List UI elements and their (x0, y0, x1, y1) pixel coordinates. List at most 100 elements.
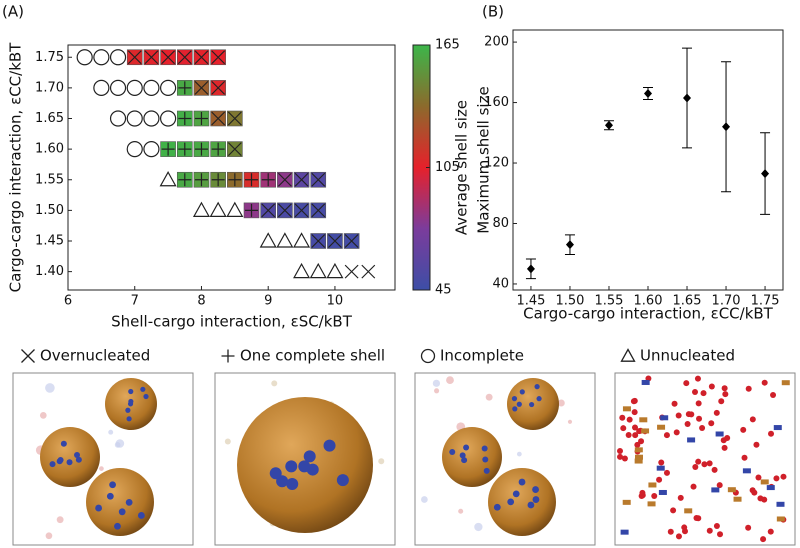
pentamer (269, 467, 282, 480)
pentamer (140, 386, 146, 392)
y-tick-label: 1.60 (35, 142, 64, 157)
marker-plus (178, 173, 192, 187)
marker-plus (194, 173, 208, 187)
free-cargo (718, 398, 725, 405)
pentamer (483, 467, 490, 474)
capsid-sphere (488, 468, 556, 536)
marker-triangle (293, 232, 311, 248)
free-subunit (458, 508, 464, 514)
marker-triangle (620, 348, 636, 362)
marker-circle (76, 49, 93, 66)
y-tick-label: 1.65 (35, 111, 64, 126)
free-subunit (45, 383, 55, 393)
marker-circle (126, 110, 143, 127)
free-cargo (753, 441, 760, 448)
free-subunit (557, 399, 565, 407)
free-subunit (657, 424, 666, 430)
pentamer (49, 461, 56, 468)
pentamer (106, 492, 114, 500)
marker-plus (194, 142, 208, 156)
marker-cross (227, 142, 242, 157)
free-cargo (700, 390, 707, 397)
pentamer (323, 439, 336, 452)
marker-cross (344, 264, 359, 279)
free-cargo (631, 409, 638, 416)
free-cargo (632, 424, 639, 431)
free-subunit (711, 487, 720, 493)
marker-triangle (192, 201, 210, 217)
pentamer (286, 478, 299, 491)
data-point (761, 169, 770, 179)
free-cargo (755, 474, 762, 481)
y-tick-label: 1.75 (35, 50, 64, 65)
x-tick-label: 7 (131, 294, 139, 309)
pentamer (57, 457, 64, 464)
marker-circle (126, 141, 143, 158)
free-subunit (776, 501, 785, 507)
series (126, 49, 376, 279)
marker-cross (344, 234, 359, 248)
free-cargo (617, 447, 624, 454)
pentamer (519, 389, 525, 395)
free-cargo (636, 428, 643, 435)
marker-circle (109, 79, 127, 96)
marker-plus (221, 349, 235, 363)
free-cargo (675, 533, 682, 540)
free-cargo (677, 494, 684, 501)
pentamer (511, 396, 518, 402)
free-cargo (713, 409, 720, 416)
pentamer (532, 486, 539, 493)
free-cargo (632, 432, 639, 439)
free-subunit (434, 388, 440, 394)
x-tick-label: 1.65 (673, 294, 702, 309)
free-subunit (39, 412, 47, 419)
free-cargo (706, 460, 713, 467)
marker-plus (245, 173, 259, 187)
marker-cross (227, 111, 242, 126)
free-cargo (673, 429, 680, 436)
free-cargo (671, 400, 678, 407)
pentamer (126, 416, 132, 422)
free-subunit (742, 468, 751, 474)
colorbar-tick-label: 45 (435, 283, 452, 298)
marker-cross (294, 203, 309, 218)
marker-cross (211, 50, 226, 65)
free-subunit (45, 532, 53, 540)
free-cargo (749, 487, 756, 494)
free-cargo (713, 523, 720, 530)
free-subunit (432, 379, 441, 387)
marker-cross (194, 80, 209, 95)
marker-plus (194, 112, 208, 125)
free-cargo (701, 461, 708, 468)
marker-triangle (226, 201, 244, 217)
free-cargo (688, 411, 695, 418)
free-cargo (767, 528, 774, 535)
pentamer (459, 452, 466, 459)
marker-cross (294, 172, 309, 187)
pentamer (143, 393, 149, 400)
free-cargo (696, 415, 703, 422)
free-subunit (647, 501, 656, 507)
marker-cross (328, 234, 342, 248)
legend-label: Unnucleated (640, 347, 735, 365)
pentamer (125, 499, 133, 506)
marker-cross (261, 203, 276, 218)
marker-triangle (259, 232, 277, 248)
legend-label: Incomplete (440, 347, 524, 365)
capsid-sphere (86, 468, 154, 536)
pentamer (516, 401, 522, 407)
marker-plus (161, 142, 175, 156)
x-axis-label: Cargo-cargo interaction, εCC/kBT (523, 305, 774, 323)
marker-plus (211, 173, 225, 187)
pentamer (118, 508, 126, 516)
data-point (644, 88, 652, 98)
legend-entry: Unnucleated (620, 347, 735, 365)
marker-cross (161, 50, 176, 65)
y-tick-label: 160 (484, 95, 509, 110)
marker-circle (143, 110, 160, 127)
free-subunit (641, 428, 650, 434)
y-tick-label: 1.70 (35, 80, 64, 95)
pentamer (493, 503, 501, 511)
free-cargo (692, 464, 699, 471)
